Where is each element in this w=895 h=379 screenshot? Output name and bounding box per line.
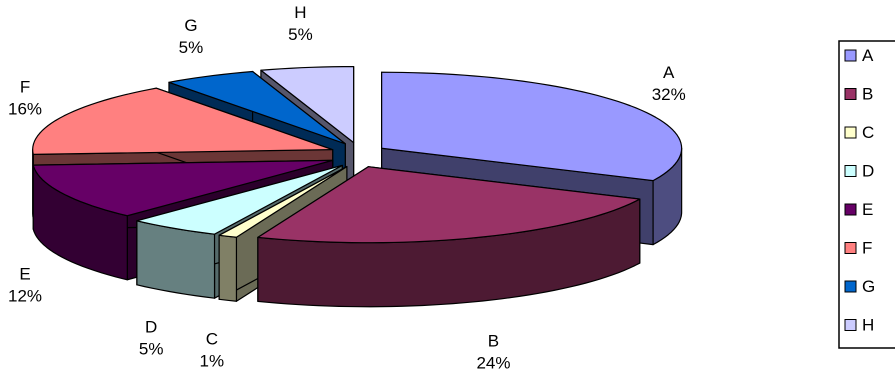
data-label-percent: 1% (200, 352, 225, 371)
slice-top-b (257, 166, 641, 244)
legend-item-b: B (844, 85, 873, 104)
slice-rim-c (218, 234, 238, 302)
slice-top-d (136, 164, 343, 235)
legend-label: E (862, 200, 873, 219)
legend-item-d: D (844, 162, 874, 181)
data-label-category: C (206, 330, 218, 349)
data-label-f: F 16% (8, 78, 42, 119)
legend-swatch (844, 126, 857, 139)
data-label-percent: 12% (8, 286, 42, 305)
data-label-percent: 16% (8, 100, 42, 119)
legend-item-g: G (844, 277, 875, 296)
data-label-percent: 5% (288, 25, 313, 44)
legend-item-a: A (844, 46, 874, 65)
legend-swatch (844, 203, 857, 216)
data-label-category: E (19, 264, 30, 283)
slice-top-f (32, 87, 334, 156)
legend-swatch (844, 165, 857, 177)
data-label-a: A 32% (652, 63, 686, 104)
slice-top-h (260, 65, 355, 144)
data-label-percent: 32% (652, 85, 686, 104)
slice-top-g (168, 70, 346, 145)
legend-item-e: E (844, 200, 873, 219)
legend-label: A (862, 46, 874, 65)
legend-label: C (862, 123, 874, 142)
data-label-category: H (294, 3, 306, 22)
data-label-category: B (488, 331, 499, 350)
data-label-category: D (145, 318, 157, 337)
data-label-percent: 5% (179, 38, 204, 57)
legend-swatch (844, 242, 857, 254)
data-label-category: F (20, 78, 30, 97)
legend-label: B (862, 85, 873, 104)
data-label-percent: 5% (139, 340, 164, 359)
data-label-g: G 5% (179, 16, 204, 57)
slice-top-e (32, 159, 334, 217)
legend-swatch (844, 319, 857, 331)
legend-item-h: H (844, 316, 874, 335)
legend-swatch (844, 49, 857, 62)
legend: A BC DE FG H (838, 40, 895, 349)
data-label-percent: 24% (476, 353, 510, 372)
data-label-b: B 24% (476, 331, 510, 372)
legend-label: F (862, 239, 872, 258)
legend-item-c: C (844, 123, 874, 142)
legend-label: D (862, 162, 874, 181)
data-label-e: E 12% (8, 264, 42, 305)
data-label-category: G (184, 16, 197, 35)
legend-label: G (862, 277, 875, 296)
data-label-d: D 5% (139, 318, 164, 359)
pie-slice-b (257, 166, 641, 308)
data-label-c: C 1% (200, 330, 225, 371)
slice-top-a (381, 71, 683, 182)
slice-top-c (218, 165, 348, 238)
data-label-h: H 5% (288, 3, 313, 44)
legend-swatch (844, 280, 857, 293)
legend-item-f: F (844, 239, 872, 258)
data-labels: A 32% B 24% C 1% D 5% E 12% F 16% G 5% H 5% (8, 3, 686, 372)
data-label-category: A (663, 63, 675, 82)
pie-slices (32, 65, 683, 308)
legend-swatch (844, 88, 857, 100)
legend-label: H (862, 316, 874, 335)
